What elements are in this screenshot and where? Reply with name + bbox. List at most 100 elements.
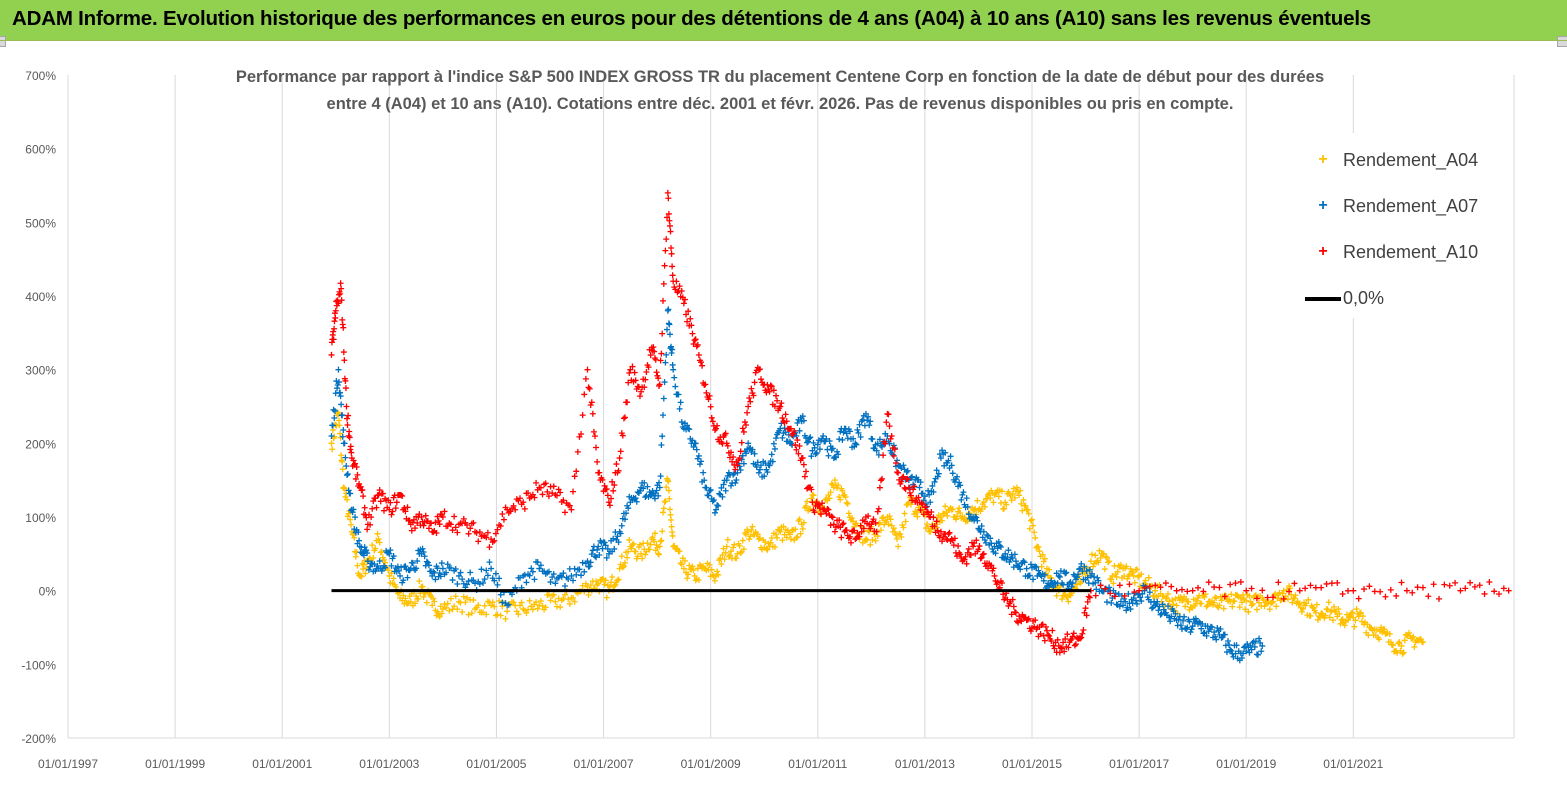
data-point-cloud bbox=[894, 535, 901, 542]
data-point-cloud bbox=[475, 538, 482, 545]
data-point-cloud bbox=[344, 415, 351, 422]
data-point-cloud bbox=[596, 469, 603, 476]
data-point-cloud bbox=[999, 488, 1006, 495]
data-point-cloud bbox=[518, 599, 525, 606]
data-point-cloud bbox=[676, 283, 683, 290]
data-point bbox=[1280, 587, 1287, 594]
data-point-cloud bbox=[832, 454, 839, 461]
data-point-cloud bbox=[539, 603, 546, 610]
data-point-cloud bbox=[1203, 632, 1210, 639]
data-point-cloud bbox=[826, 437, 833, 444]
data-point-cloud bbox=[585, 591, 592, 598]
data-point-cloud bbox=[778, 400, 785, 407]
data-point-cloud bbox=[465, 530, 472, 537]
data-point-cloud bbox=[700, 469, 707, 476]
data-point-cloud bbox=[1200, 588, 1207, 595]
data-point-cloud bbox=[845, 510, 852, 517]
data-point-cloud bbox=[714, 422, 721, 429]
data-point-cloud bbox=[633, 498, 640, 505]
data-point-cloud bbox=[999, 580, 1006, 587]
data-point-cloud bbox=[668, 523, 675, 530]
data-point-cloud bbox=[542, 604, 549, 611]
data-point bbox=[627, 366, 634, 373]
data-point-cloud bbox=[1051, 645, 1058, 652]
data-point-cloud bbox=[414, 519, 421, 526]
data-point-cloud bbox=[904, 467, 911, 474]
data-point bbox=[937, 528, 944, 535]
data-point-cloud bbox=[802, 468, 809, 475]
data-point-cloud bbox=[357, 572, 364, 579]
data-point-cloud bbox=[609, 478, 616, 485]
data-point-cloud bbox=[353, 463, 360, 470]
data-point-cloud bbox=[594, 581, 601, 588]
data-point-cloud bbox=[412, 600, 419, 607]
data-point-cloud bbox=[1078, 634, 1085, 641]
data-point-cloud bbox=[746, 395, 753, 402]
data-point-cloud bbox=[1232, 650, 1239, 657]
data-point-cloud bbox=[581, 568, 588, 575]
data-point bbox=[1243, 587, 1250, 594]
data-point-cloud bbox=[985, 491, 992, 498]
data-point-cloud bbox=[586, 385, 593, 392]
data-point-cloud bbox=[659, 433, 666, 440]
data-point-cloud bbox=[891, 446, 898, 453]
data-point-cloud bbox=[1064, 594, 1071, 601]
data-point-cloud bbox=[1035, 544, 1042, 551]
data-point-cloud bbox=[365, 566, 372, 573]
data-point-cloud bbox=[621, 516, 628, 523]
data-point-cloud bbox=[1133, 566, 1140, 573]
data-point-cloud bbox=[754, 459, 761, 466]
data-point-cloud bbox=[629, 363, 636, 370]
data-point-cloud bbox=[437, 603, 444, 610]
resize-handle-top-right[interactable] bbox=[1557, 36, 1567, 47]
data-point-cloud bbox=[1166, 598, 1173, 605]
data-point bbox=[1130, 572, 1137, 579]
data-point-cloud bbox=[662, 359, 669, 366]
data-point-cloud bbox=[1307, 582, 1314, 589]
data-point-cloud bbox=[576, 566, 583, 573]
data-point-cloud bbox=[950, 542, 957, 549]
data-point-cloud bbox=[374, 492, 381, 499]
data-point-cloud bbox=[360, 552, 367, 559]
data-point-cloud bbox=[443, 604, 450, 611]
data-point-cloud bbox=[1041, 571, 1048, 578]
data-point-cloud bbox=[459, 608, 466, 615]
data-point-cloud bbox=[666, 331, 673, 338]
data-point-cloud bbox=[1377, 588, 1384, 595]
data-point-cloud bbox=[1393, 592, 1400, 599]
data-point-cloud bbox=[791, 428, 798, 435]
data-point-cloud bbox=[1173, 587, 1180, 594]
resize-handle-top-left[interactable] bbox=[0, 36, 6, 47]
data-point-cloud bbox=[619, 564, 626, 571]
data-point-cloud bbox=[886, 513, 893, 520]
data-point-cloud bbox=[1471, 583, 1478, 590]
data-point-cloud bbox=[348, 521, 355, 528]
data-point bbox=[439, 565, 446, 572]
data-point-cloud bbox=[663, 484, 670, 491]
data-point-cloud bbox=[1090, 563, 1097, 570]
data-point-cloud bbox=[1216, 584, 1223, 591]
data-point-cloud bbox=[726, 552, 733, 559]
data-point-cloud bbox=[1046, 566, 1053, 573]
data-point-cloud bbox=[340, 427, 347, 434]
data-point-cloud bbox=[641, 479, 648, 486]
data-point-cloud bbox=[1148, 605, 1155, 612]
data-point-cloud bbox=[763, 545, 770, 552]
data-point-cloud bbox=[829, 514, 836, 521]
data-point-cloud bbox=[710, 497, 717, 504]
data-point bbox=[1136, 587, 1143, 594]
data-point-cloud bbox=[994, 579, 1001, 586]
data-point-cloud bbox=[837, 496, 844, 503]
data-point-cloud bbox=[695, 452, 702, 459]
data-point-cloud bbox=[526, 597, 533, 604]
data-point-cloud bbox=[1102, 585, 1109, 592]
data-point-cloud bbox=[433, 529, 440, 536]
data-point-cloud bbox=[1397, 647, 1404, 654]
data-point-cloud bbox=[1172, 610, 1179, 617]
data-point-cloud bbox=[593, 578, 600, 585]
data-point-cloud bbox=[437, 511, 444, 518]
data-point-cloud bbox=[431, 569, 438, 576]
data-point-cloud bbox=[561, 582, 568, 589]
data-point bbox=[429, 602, 436, 609]
data-point-cloud bbox=[334, 381, 341, 388]
